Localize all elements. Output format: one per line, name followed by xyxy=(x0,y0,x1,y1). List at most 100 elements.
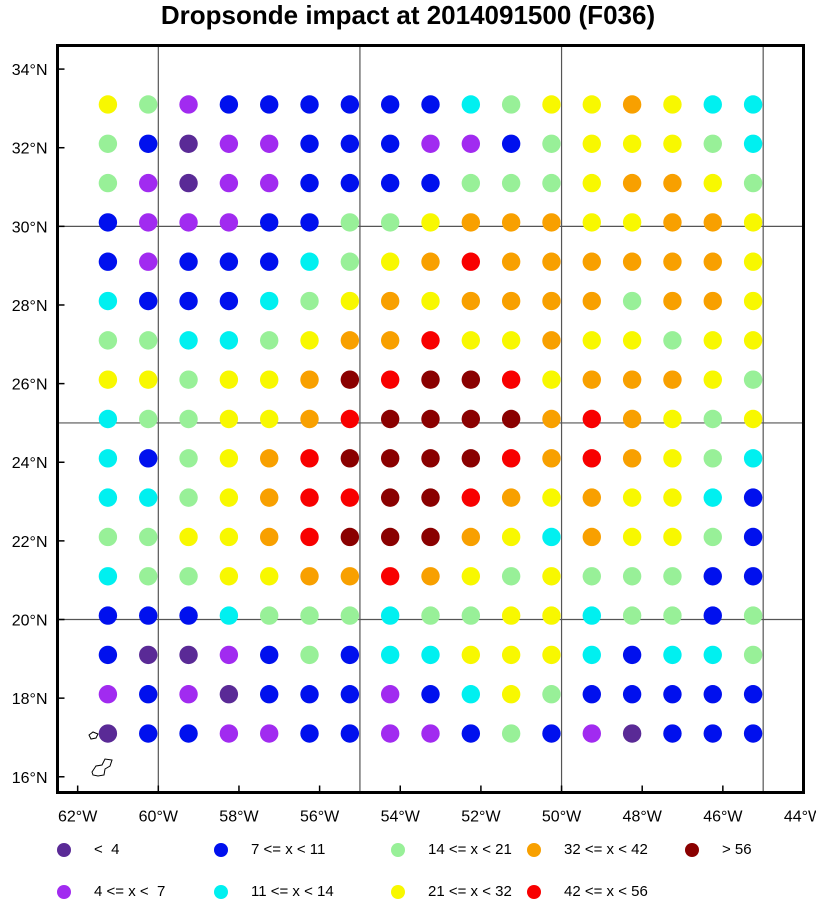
y-tick-label: 34°N xyxy=(12,62,48,79)
x-tick-label: 46°W xyxy=(703,809,743,826)
dropsonde-point-4to7 xyxy=(260,173,279,193)
legend-item-11to14: 11 <= x < 14 xyxy=(214,882,344,902)
dropsonde-point-32to42 xyxy=(380,331,400,350)
dropsonde-point-7to11 xyxy=(300,173,319,193)
dropsonde-point-7to11 xyxy=(300,213,319,232)
dropsonde-point-7to11 xyxy=(663,685,682,704)
y-tick-label: 28°N xyxy=(12,298,48,315)
dropsonde-point-21to32 xyxy=(542,567,561,586)
dropsonde-point-21to32 xyxy=(501,331,521,350)
legend-swatch xyxy=(527,885,541,899)
dropsonde-point-4to7 xyxy=(219,645,239,665)
axis-ticks: 62°W 60°W 58°W 56°W 54°W 52°W 50°W 48°W 46°W 44°W… xyxy=(12,62,816,825)
dropsonde-point-lt4 xyxy=(179,645,198,665)
dropsonde-point-lt4 xyxy=(219,685,239,704)
dropsonde-point-11to14 xyxy=(98,567,118,586)
dropsonde-point-42to56 xyxy=(461,252,481,271)
dropsonde-point-32to42 xyxy=(340,331,360,350)
dropsonde-point-7to11 xyxy=(98,213,118,232)
dropsonde-point-7to11 xyxy=(260,95,279,114)
x-tick-label: 60°W xyxy=(139,809,179,826)
dropsonde-point-32to42 xyxy=(663,370,682,389)
dropsonde-point-21to32 xyxy=(98,370,118,389)
legend-item-32to42: 32 <= x < 42 xyxy=(527,840,657,860)
y-tick-label: 16°N xyxy=(12,770,48,787)
dropsonde-point-11to14 xyxy=(380,645,400,665)
dropsonde-point-21to32 xyxy=(98,95,118,114)
dropsonde-point-21to32 xyxy=(542,370,561,389)
legend-item-4to7: 4 <= x < 7 xyxy=(57,882,187,902)
dropsonde-point-4to7 xyxy=(380,724,400,743)
dropsonde-point-11to14 xyxy=(582,645,601,665)
dropsonde-point-14to21 xyxy=(98,134,118,153)
dropsonde-point-4to7 xyxy=(179,95,198,114)
dropsonde-point-14to21 xyxy=(542,685,561,704)
dropsonde-point-14to21 xyxy=(300,606,319,625)
dropsonde-point-14to21 xyxy=(179,488,198,507)
dropsonde-point-gt56 xyxy=(340,449,360,468)
dropsonde-point-7to11 xyxy=(98,252,118,271)
dropsonde-point-7to11 xyxy=(380,173,400,193)
dropsonde-point-14to21 xyxy=(300,291,319,311)
dropsonde-point-14to21 xyxy=(340,252,360,271)
dropsonde-point-14to21 xyxy=(139,95,158,114)
legend-label: 11 <= x < 14 xyxy=(251,883,334,900)
dropsonde-point-4to7 xyxy=(179,213,198,232)
dropsonde-point-21to32 xyxy=(542,606,561,625)
dropsonde-point-32to42 xyxy=(542,213,561,232)
dropsonde-point-21to32 xyxy=(663,527,682,547)
dropsonde-point-7to11 xyxy=(743,724,763,743)
dropsonde-point-32to42 xyxy=(582,527,601,547)
legend-swatch xyxy=(391,843,405,857)
dropsonde-point-21to32 xyxy=(461,645,481,665)
dropsonde-point-14to21 xyxy=(743,606,763,625)
dropsonde-point-42to56 xyxy=(501,449,521,468)
dropsonde-point-32to42 xyxy=(622,95,642,114)
dropsonde-point-7to11 xyxy=(703,724,722,743)
dropsonde-point-32to42 xyxy=(622,409,642,429)
dropsonde-point-21to32 xyxy=(582,173,601,193)
dropsonde-point-32to42 xyxy=(703,291,722,311)
dropsonde-point-42to56 xyxy=(461,488,481,507)
dropsonde-point-21to32 xyxy=(703,173,722,193)
dropsonde-point-32to42 xyxy=(582,291,601,311)
dropsonde-point-7to11 xyxy=(501,134,521,153)
dropsonde-point-21to32 xyxy=(380,252,400,271)
dropsonde-point-11to14 xyxy=(743,449,763,468)
dropsonde-point-14to21 xyxy=(743,370,763,389)
dropsonde-point-14to21 xyxy=(703,134,722,153)
dropsonde-point-14to21 xyxy=(703,449,722,468)
dropsonde-point-32to42 xyxy=(622,173,642,193)
legend-item-lt4: < 4 xyxy=(57,840,187,860)
dropsonde-point-21to32 xyxy=(461,331,481,350)
dropsonde-point-14to21 xyxy=(501,567,521,586)
y-tick-label: 30°N xyxy=(12,219,48,236)
dropsonde-point-42to56 xyxy=(582,409,601,429)
dropsonde-point-14to21 xyxy=(663,567,682,586)
dropsonde-point-32to42 xyxy=(542,291,561,311)
dropsonde-point-21to32 xyxy=(219,488,239,507)
dropsonde-point-4to7 xyxy=(98,685,118,704)
dropsonde-point-32to42 xyxy=(663,173,682,193)
dropsonde-point-7to11 xyxy=(260,213,279,232)
dropsonde-point-7to11 xyxy=(703,567,722,586)
dropsonde-point-4to7 xyxy=(139,252,158,271)
dropsonde-point-21to32 xyxy=(622,331,642,350)
dropsonde-point-21to32 xyxy=(340,291,360,311)
dropsonde-point-4to7 xyxy=(219,134,239,153)
dropsonde-point-lt4 xyxy=(98,724,118,743)
dropsonde-point-21to32 xyxy=(219,449,239,468)
dropsonde-point-32to42 xyxy=(461,527,481,547)
dropsonde-impact-map: 62°W 60°W 58°W 56°W 54°W 52°W 50°W 48°W 46°W 44°W… xyxy=(12,44,816,826)
dropsonde-point-7to11 xyxy=(139,685,158,704)
dropsonde-point-21to32 xyxy=(219,409,239,429)
dropsonde-point-32to42 xyxy=(260,488,279,507)
dropsonde-point-7to11 xyxy=(340,645,360,665)
dropsonde-point-21to32 xyxy=(260,409,279,429)
legend-label: 32 <= x < 42 xyxy=(564,841,648,858)
dropsonde-point-7to11 xyxy=(340,173,360,193)
dropsonde-point-11to14 xyxy=(260,291,279,311)
dropsonde-point-32to42 xyxy=(461,213,481,232)
dropsonde-point-4to7 xyxy=(139,173,158,193)
legend-swatch xyxy=(685,843,699,857)
